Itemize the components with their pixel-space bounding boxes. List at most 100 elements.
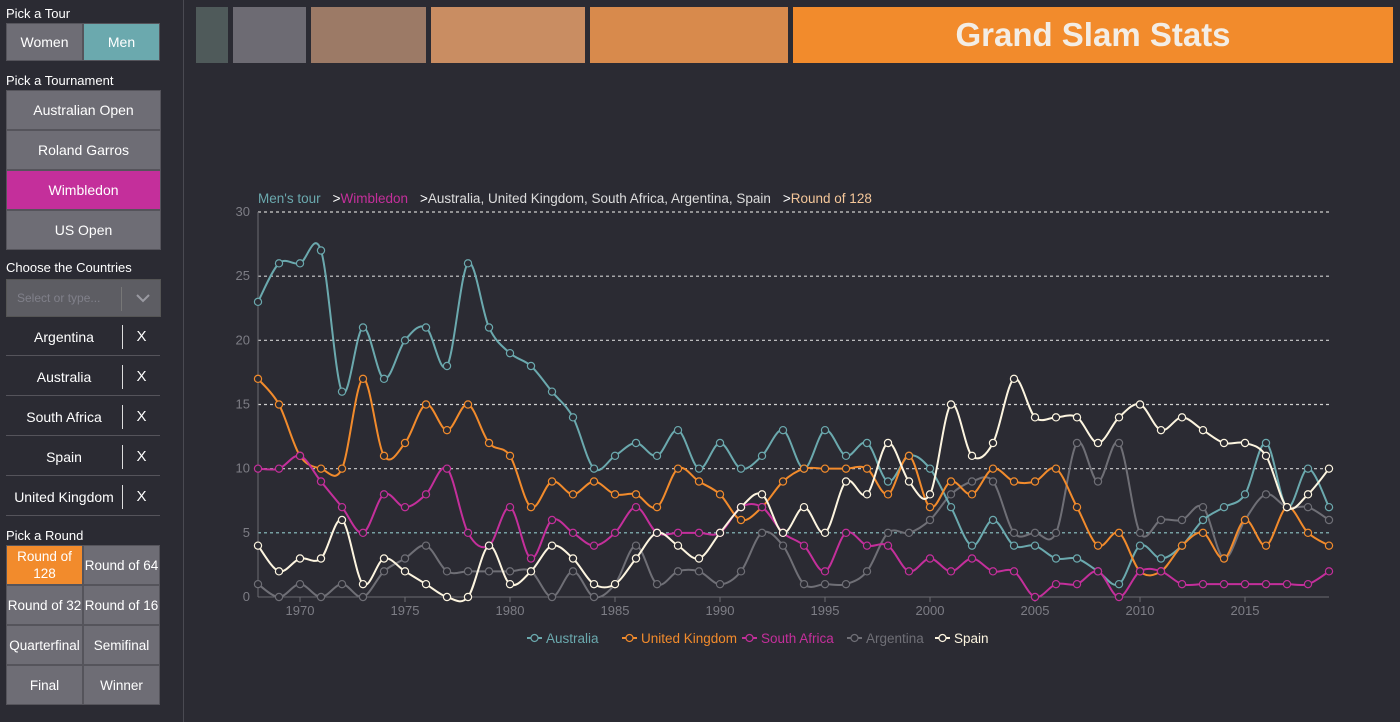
country-select[interactable]: Select or type...: [6, 279, 161, 317]
data-point: [1030, 413, 1040, 422]
data-point: [946, 490, 956, 499]
data-point: [946, 567, 956, 576]
remove-country-button[interactable]: X: [136, 488, 147, 505]
data-point: [1324, 502, 1334, 512]
data-point: [652, 528, 662, 538]
data-point: [1114, 438, 1124, 448]
data-point: [484, 541, 494, 550]
data-point: [610, 451, 620, 461]
data-point: [295, 579, 305, 589]
data-point: [1135, 528, 1145, 538]
breadcrumb-separator: >: [332, 191, 341, 206]
data-point: [1303, 502, 1313, 512]
data-point: [1156, 567, 1166, 576]
remove-country-button[interactable]: X: [136, 408, 147, 425]
data-point: [400, 554, 410, 563]
winner-button[interactable]: Winner: [83, 665, 160, 705]
data-point: [442, 567, 452, 576]
semifinal-button[interactable]: Semifinal: [83, 625, 160, 665]
round-32-button[interactable]: Round of 32: [6, 585, 83, 625]
data-point: [253, 297, 263, 307]
data-point: [862, 464, 872, 473]
data-point: [631, 438, 641, 448]
legend-item-argentina[interactable]: Argentina: [847, 631, 924, 646]
remove-country-button[interactable]: X: [136, 368, 147, 385]
legend-item-united-kingdom[interactable]: United Kingdom: [622, 631, 737, 646]
data-point: [925, 502, 935, 512]
breadcrumb-round[interactable]: Round of 128: [790, 191, 872, 206]
data-point: [400, 502, 410, 512]
quarterfinal-button[interactable]: Quarterfinal: [6, 625, 83, 665]
round-128-button[interactable]: Round of 128: [6, 545, 83, 585]
data-point: [1135, 567, 1145, 576]
legend-item-south-africa[interactable]: South Africa: [742, 631, 834, 646]
breadcrumb-tournament[interactable]: Wimbledon: [340, 191, 409, 206]
data-point: [883, 438, 893, 448]
data-point: [820, 579, 830, 589]
data-point: [358, 579, 368, 589]
data-point: [1261, 451, 1271, 461]
country-row-australia: Australia X: [6, 358, 160, 396]
country-row-united-kingdom: United Kingdom X: [6, 478, 160, 516]
legend-label: South Africa: [761, 631, 834, 646]
data-point: [631, 502, 641, 512]
tour-women-button[interactable]: Women: [6, 23, 83, 61]
data-point: [652, 579, 662, 589]
data-point: [883, 490, 893, 499]
data-point: [862, 541, 872, 550]
data-point: [1030, 541, 1040, 550]
breadcrumb-countries[interactable]: Australia, United Kingdom, South Africa,…: [427, 191, 771, 206]
data-point: [925, 515, 935, 525]
data-point: [1009, 477, 1019, 486]
data-point: [694, 477, 704, 486]
data-point: [505, 502, 515, 512]
chevron-down-icon[interactable]: [133, 288, 153, 308]
round-16-button[interactable]: Round of 16: [83, 585, 160, 625]
tour-men-button[interactable]: Men: [83, 23, 160, 61]
tournament-us-open-button[interactable]: US Open: [6, 210, 161, 250]
tournament-wimbledon-button[interactable]: Wimbledon: [6, 170, 161, 210]
data-point: [799, 502, 809, 512]
data-point: [1303, 528, 1313, 538]
data-point: [589, 592, 599, 602]
data-point: [400, 336, 410, 345]
data-point: [589, 541, 599, 550]
tournament-roland-garros-button[interactable]: Roland Garros: [6, 130, 161, 170]
tournament-australian-open-button[interactable]: Australian Open: [6, 90, 161, 130]
legend-item-australia[interactable]: Australia: [527, 631, 599, 646]
data-point: [652, 451, 662, 461]
breadcrumb-tour[interactable]: Men's tour: [258, 191, 321, 206]
data-point: [547, 515, 557, 525]
data-point: [484, 567, 494, 576]
data-point: [1282, 502, 1292, 512]
data-point: [673, 567, 683, 576]
data-point: [946, 502, 956, 512]
data-point: [862, 567, 872, 576]
data-point: [316, 592, 326, 602]
legend-item-spain[interactable]: Spain: [935, 631, 989, 646]
data-point: [1324, 464, 1334, 473]
remove-country-button[interactable]: X: [136, 328, 147, 345]
data-point: [1219, 502, 1229, 512]
data-point: [568, 567, 578, 576]
data-point: [883, 541, 893, 550]
select-divider: [121, 287, 122, 311]
data-point: [1177, 413, 1187, 422]
data-point: [1198, 528, 1208, 538]
data-point: [820, 425, 830, 435]
data-point: [547, 477, 557, 486]
round-label: Pick a Round: [6, 528, 84, 543]
data-point: [904, 477, 914, 486]
data-point: [379, 374, 389, 384]
data-point: [883, 477, 893, 486]
data-point: [820, 528, 830, 538]
data-point: [1051, 554, 1061, 563]
remove-country-button[interactable]: X: [136, 448, 147, 465]
round-64-button[interactable]: Round of 64: [83, 545, 160, 585]
data-point: [673, 425, 683, 435]
final-button[interactable]: Final: [6, 665, 83, 705]
data-point: [1177, 541, 1187, 550]
data-point: [421, 579, 431, 589]
data-point: [1009, 567, 1019, 576]
data-point: [253, 374, 263, 384]
